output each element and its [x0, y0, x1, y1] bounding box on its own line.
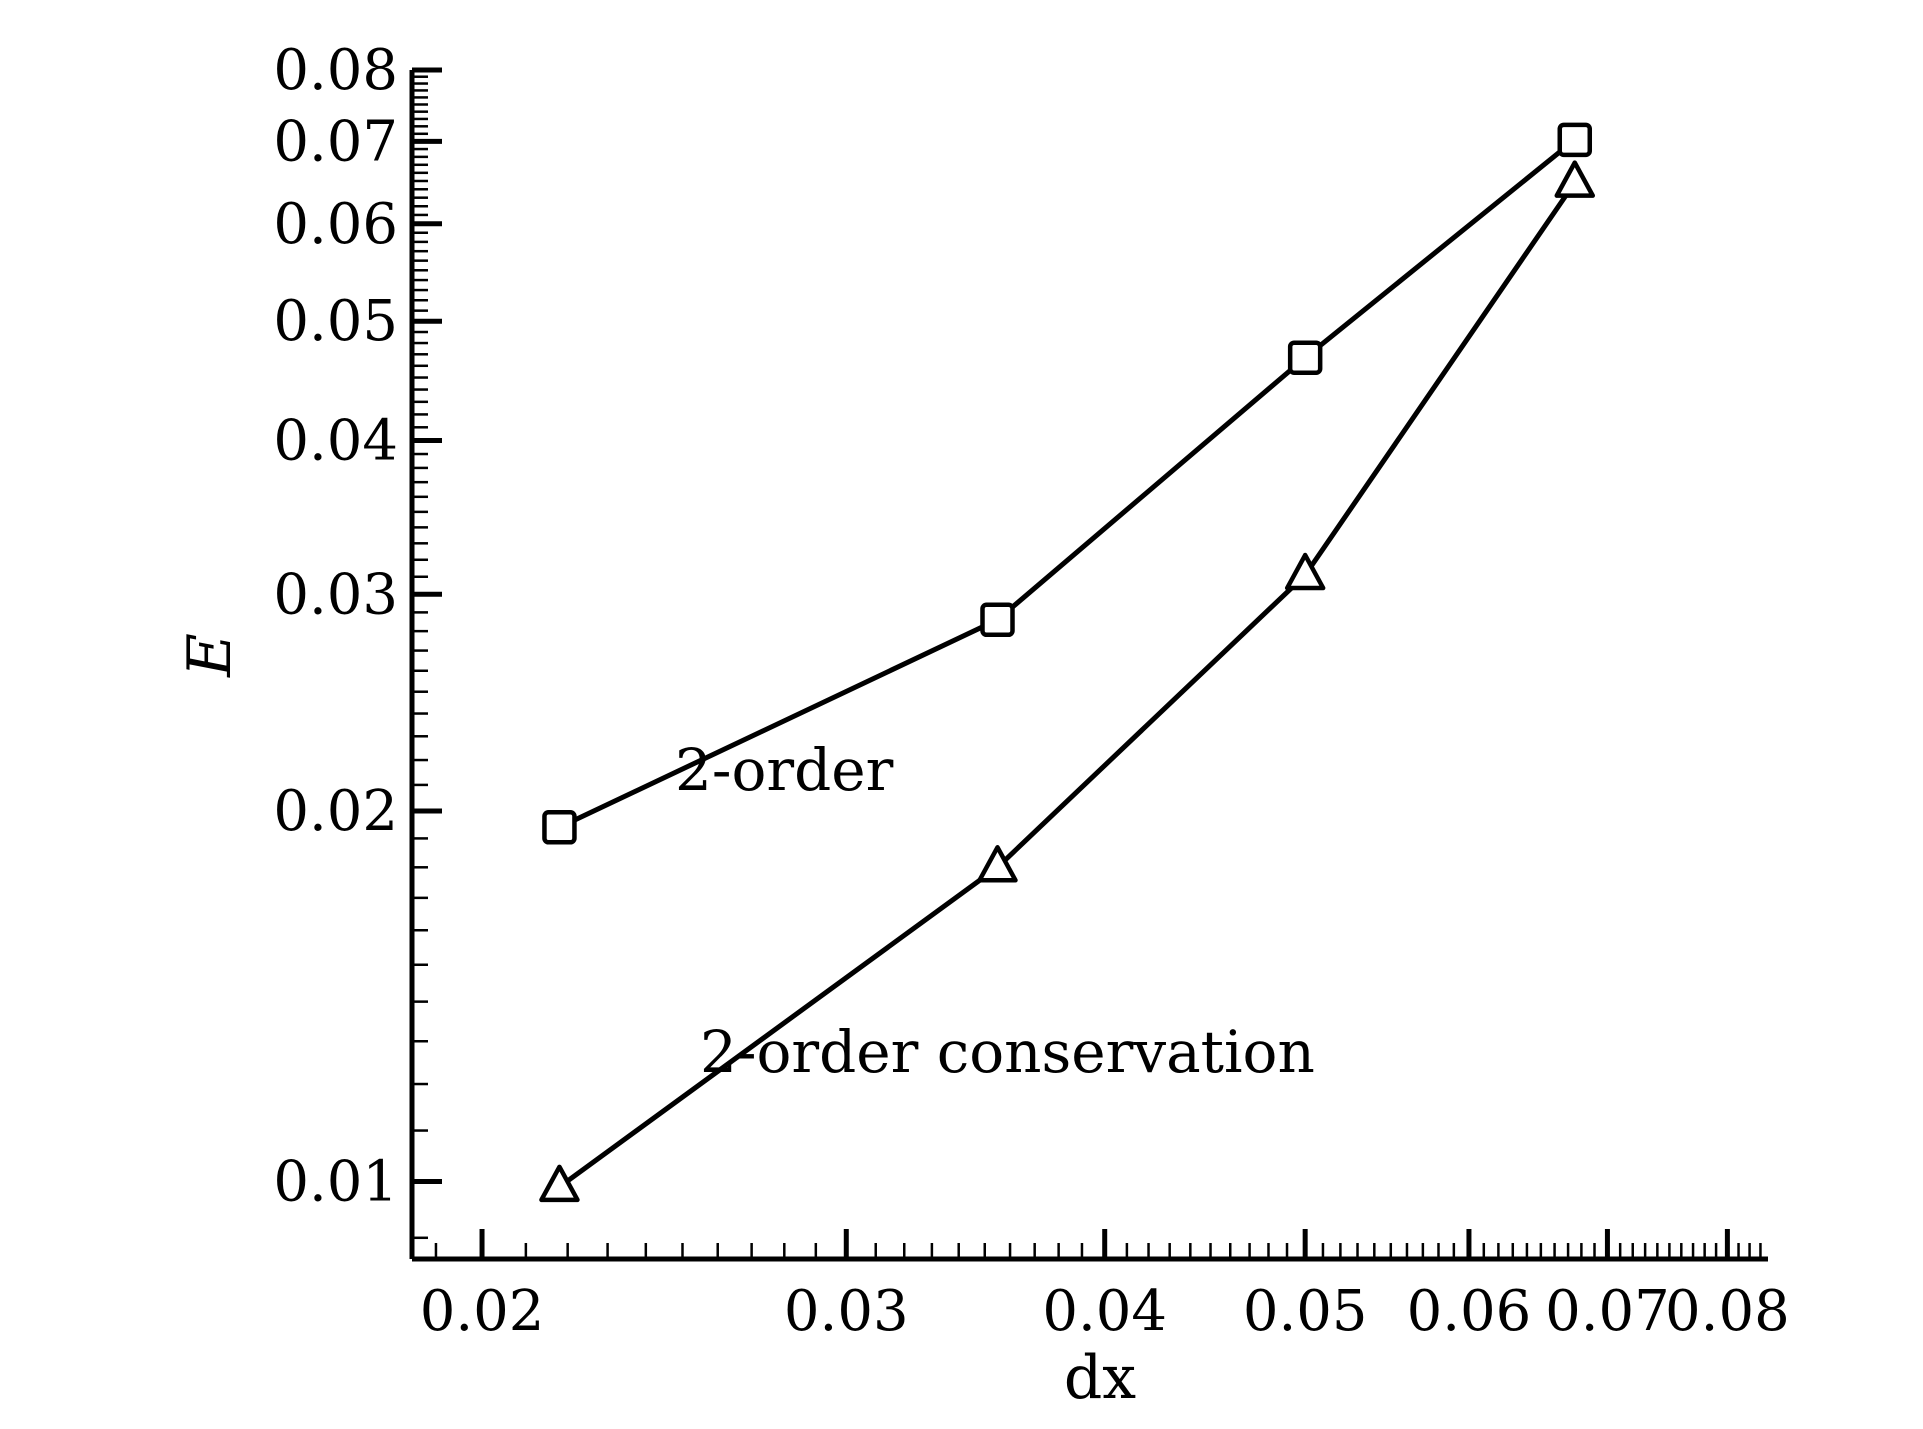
data-point-square	[542, 810, 577, 845]
data-point-triangle	[977, 845, 1018, 883]
series-line	[558, 137, 1577, 830]
y-axis-title: E	[175, 633, 245, 678]
y-tick-label: 0.07	[273, 109, 398, 174]
y-tick-label: 0.01	[273, 1149, 398, 1214]
y-tick-label: 0.03	[273, 562, 398, 627]
data-point-triangle	[1554, 160, 1596, 198]
series-label-2-order: 2-order	[675, 736, 894, 804]
y-tick-label: 0.02	[273, 779, 398, 844]
y-tick-label: 0.08	[273, 38, 398, 103]
series-label-2-order-conservation: 2-order conservation	[700, 1018, 1315, 1086]
y-tick-label: 0.04	[273, 408, 398, 473]
data-point-square	[1287, 340, 1323, 375]
x-axis-title: dx	[1064, 1343, 1136, 1413]
x-tick-label: 0.05	[1243, 1279, 1368, 1344]
series-layer	[539, 122, 1596, 1203]
data-point-square	[1557, 122, 1593, 158]
data-point-square	[980, 602, 1015, 638]
x-tick-label: 0.07	[1545, 1279, 1670, 1344]
labels-layer: dx E 2-order 2-order conservation	[175, 633, 1315, 1413]
series-2-order-conservation	[539, 160, 1596, 1203]
x-tick-label: 0.06	[1407, 1279, 1532, 1344]
data-point-triangle	[539, 1164, 580, 1203]
x-tick-label: 0.03	[784, 1279, 909, 1344]
y-tick-label: 0.05	[273, 289, 398, 354]
x-tick-label: 0.04	[1042, 1279, 1167, 1344]
x-tick-label: 0.08	[1665, 1279, 1790, 1344]
y-tick-label: 0.06	[273, 192, 398, 257]
series-2-order	[542, 122, 1593, 845]
data-point-triangle	[1284, 552, 1326, 591]
axes: 0.02 0.03 0.04 0.05 0.06 0.070.080.010.020.03…	[273, 38, 1789, 1344]
x-tick-label: 0.02	[420, 1279, 545, 1344]
series-line	[557, 181, 1577, 1189]
